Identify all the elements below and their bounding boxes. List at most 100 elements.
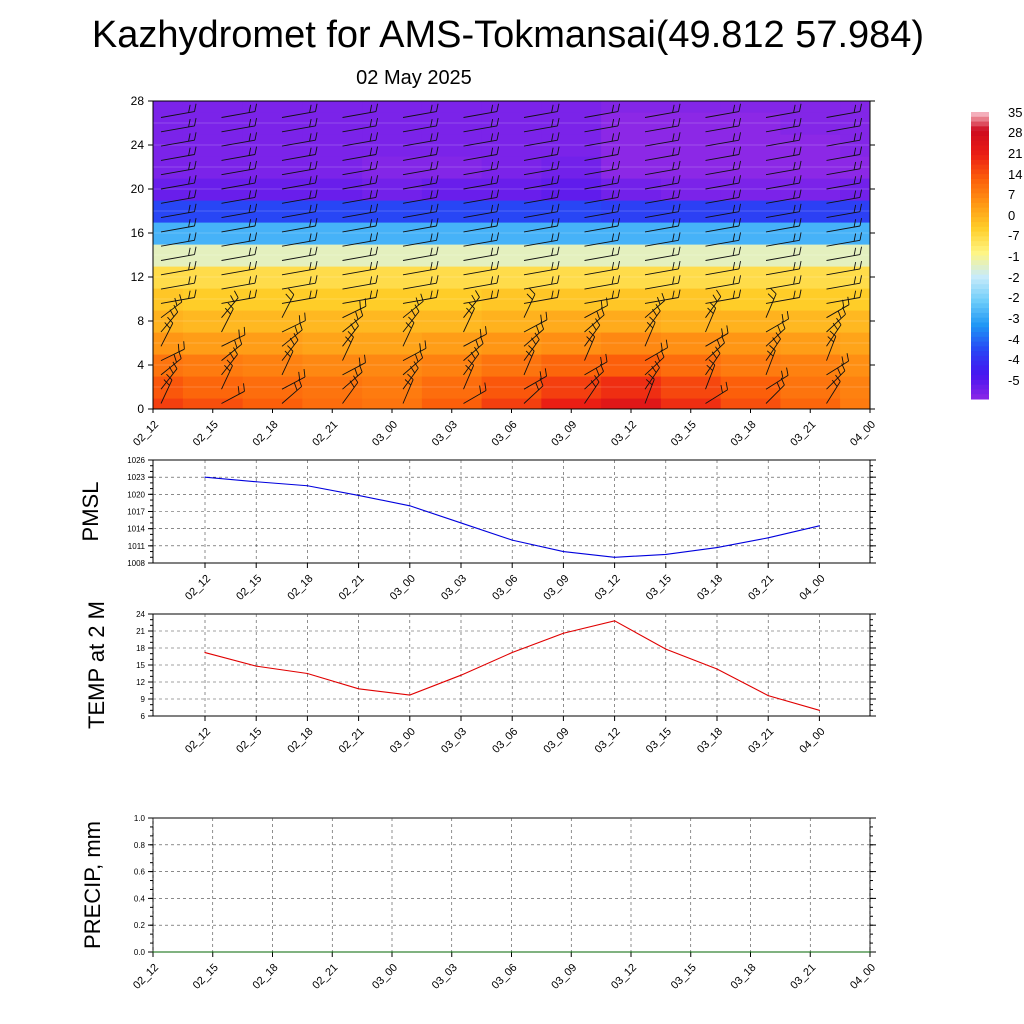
wind-barb-shaft bbox=[826, 304, 850, 319]
heatmap-cell bbox=[153, 200, 184, 223]
y-tick-label: 4 bbox=[137, 358, 144, 372]
wind-barb-feather bbox=[732, 204, 736, 213]
precip-point bbox=[212, 951, 214, 953]
wind-barb-feather bbox=[661, 292, 666, 301]
wind-barb-feather bbox=[853, 119, 857, 128]
wind-barb-shaft bbox=[342, 325, 359, 347]
wind-barb-feather bbox=[188, 219, 191, 228]
colorbar-swatch bbox=[971, 131, 989, 137]
wind-barb-shaft bbox=[948, 308, 957, 332]
wind-barb-shaft bbox=[281, 351, 294, 376]
wind-barb-feather bbox=[254, 246, 257, 255]
wind-barb-feather bbox=[294, 325, 298, 334]
heatmap-cell bbox=[601, 332, 662, 355]
wind-barb-feather bbox=[897, 304, 902, 311]
wind-barb-shaft bbox=[948, 380, 972, 389]
wind-barb-feather bbox=[551, 247, 554, 256]
wind-barb-shaft bbox=[221, 365, 233, 390]
wind-barb-feather bbox=[738, 275, 741, 284]
wind-barb-feather bbox=[721, 328, 724, 337]
wind-barb-feather bbox=[732, 276, 736, 285]
wind-barb-feather bbox=[369, 190, 373, 199]
temp-2m-ylabel: TEMP at 2 M bbox=[84, 601, 109, 729]
y-tick-label: 9 bbox=[141, 695, 146, 704]
wind-barb-feather bbox=[902, 342, 903, 350]
wind-barb-feather bbox=[678, 203, 681, 212]
wind-barb-feather bbox=[430, 119, 433, 128]
wind-barb-feather bbox=[490, 176, 494, 185]
heatmap-cell bbox=[840, 310, 870, 333]
wind-barb-feather bbox=[496, 160, 499, 169]
heatmap-cell bbox=[182, 376, 244, 399]
wind-barb-shaft bbox=[463, 353, 480, 376]
wind-barb-feather bbox=[436, 203, 439, 212]
wind-barb-feather bbox=[617, 132, 620, 141]
wind-barb-shaft bbox=[887, 283, 920, 289]
wind-barb-feather bbox=[841, 356, 844, 365]
heatmap-cell bbox=[242, 398, 303, 409]
wind-barb-feather bbox=[309, 133, 312, 142]
wind-barb-feather bbox=[781, 370, 784, 379]
wind-barb-shaft bbox=[523, 375, 547, 390]
wind-barb-feather bbox=[738, 175, 741, 184]
wind-barb-feather bbox=[545, 311, 548, 320]
wind-barb-feather bbox=[829, 330, 837, 337]
temp-2m-point bbox=[511, 651, 513, 654]
wind-barb-feather bbox=[920, 190, 922, 198]
y-tick-label: 12 bbox=[136, 678, 145, 687]
colorbar-swatch bbox=[971, 212, 989, 218]
wind-barb-feather bbox=[358, 357, 361, 366]
wind-barb-feather bbox=[915, 219, 917, 227]
y-tick-label: 28 bbox=[131, 94, 145, 108]
wind-barb-feather bbox=[194, 175, 197, 184]
y-tick-label: 16 bbox=[131, 226, 145, 240]
wind-barb-feather bbox=[375, 146, 378, 155]
wind-barb-feather bbox=[248, 204, 252, 213]
pmsl-point bbox=[562, 550, 565, 553]
wind-barb-feather bbox=[611, 176, 615, 185]
wind-barb-feather bbox=[920, 275, 922, 283]
wind-barb-shaft bbox=[644, 356, 665, 376]
wind-barb-shaft bbox=[765, 338, 781, 361]
heatmap-cell bbox=[720, 376, 781, 399]
wind-barb-feather bbox=[287, 345, 294, 352]
wind-barb-feather bbox=[309, 290, 312, 299]
colorbar-swatch bbox=[971, 217, 989, 223]
heatmap-cell bbox=[242, 101, 303, 113]
colorbar-swatch bbox=[971, 298, 989, 304]
wind-barb-feather bbox=[793, 247, 796, 256]
heatmap-cell bbox=[601, 101, 662, 113]
wind-barb-feather bbox=[963, 328, 964, 336]
wind-barb-feather bbox=[649, 316, 656, 323]
wind-barb-feather bbox=[732, 147, 736, 156]
heatmap-cell bbox=[153, 134, 184, 157]
wind-barb-feather bbox=[375, 103, 378, 112]
heatmap-cell bbox=[421, 332, 483, 355]
wind-barb-shaft bbox=[584, 305, 608, 319]
heatmap-cell bbox=[302, 112, 363, 135]
heatmap-cell bbox=[302, 398, 363, 409]
y-tick-label: 1020 bbox=[127, 490, 145, 499]
wind-barb-feather bbox=[369, 161, 373, 170]
wind-barb-feather bbox=[490, 104, 494, 113]
pmsl-ylabel: PMSL bbox=[78, 482, 103, 542]
wind-barb-shaft bbox=[342, 382, 359, 404]
x-tick-label: 03_12 bbox=[593, 726, 623, 756]
wind-barb-shaft bbox=[826, 336, 837, 361]
heatmap-cell bbox=[481, 112, 542, 135]
colorbar-swatch bbox=[971, 236, 989, 242]
precip-point bbox=[869, 951, 871, 953]
wind-barb-feather bbox=[672, 219, 675, 228]
wind-barb-feather bbox=[799, 160, 802, 169]
heatmap-cell bbox=[302, 354, 363, 377]
heatmap-cell bbox=[541, 222, 602, 245]
heatmap-cell bbox=[720, 354, 781, 377]
heatmap-cell bbox=[421, 310, 483, 333]
wind-barb-feather bbox=[915, 162, 917, 170]
wind-barb-feather bbox=[660, 342, 663, 351]
wind-barb-feather bbox=[551, 133, 554, 142]
wind-barb-feather bbox=[738, 218, 741, 227]
wind-barb-shaft bbox=[887, 240, 920, 246]
x-tick-label: 04_00 bbox=[797, 726, 827, 756]
heatmap-cell bbox=[601, 376, 662, 399]
